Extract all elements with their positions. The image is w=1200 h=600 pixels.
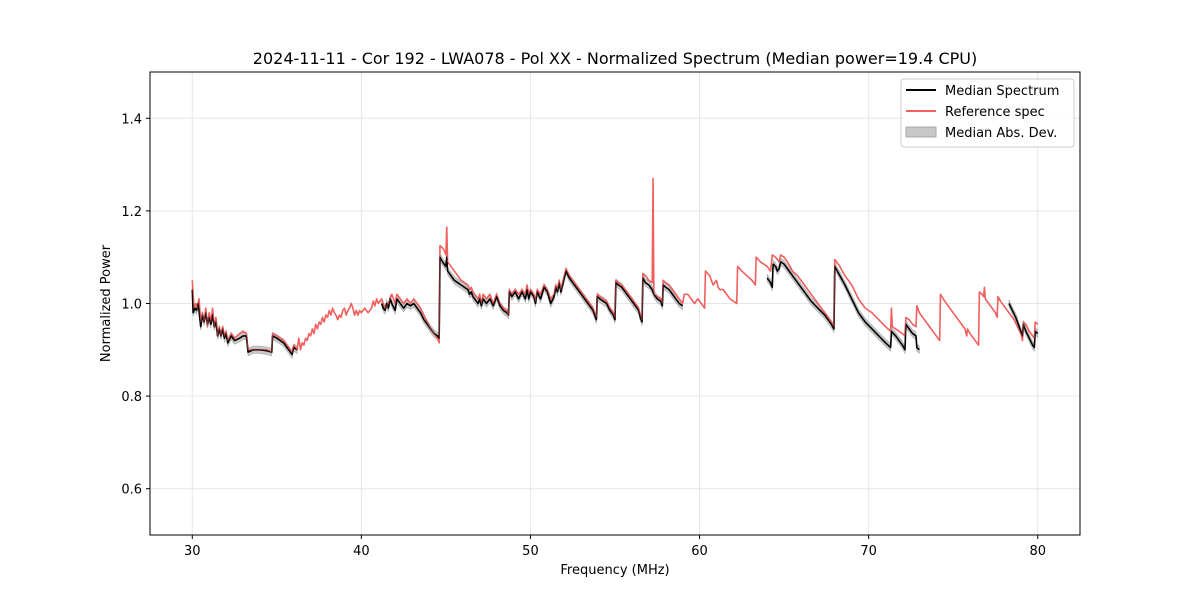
x-tick-label: 70 [860, 544, 877, 559]
median-spectrum-line [766, 261, 920, 351]
legend-mad-swatch [905, 126, 937, 138]
legend: Median Spectrum Reference spec Median Ab… [900, 78, 1075, 148]
x-tick-label: 60 [691, 544, 708, 559]
y-tick-label: 0.8 [121, 390, 142, 405]
chart-title: 2024-11-11 - Cor 192 - LWA078 - Pol XX -… [253, 49, 977, 68]
legend-mad-label: Median Abs. Dev. [945, 126, 1057, 141]
reference-spectrum-overlay [191, 178, 1039, 353]
mad-band-segment [381, 252, 683, 343]
y-axis: 0.6 0.8 1.0 1.2 1.4 [121, 112, 150, 498]
mad-band-segment [766, 257, 920, 355]
y-tick-label: 0.6 [121, 483, 142, 498]
y-tick-label: 1.4 [121, 112, 142, 127]
y-tick-label: 1.0 [121, 298, 142, 313]
x-tick-label: 40 [353, 544, 370, 559]
legend-box [900, 78, 1075, 148]
x-tick-label: 80 [1029, 544, 1046, 559]
median-spectrum-line [1008, 303, 1039, 349]
legend-reference-label: Reference spec [945, 105, 1045, 120]
series-lines [191, 177, 1039, 356]
legend-median-label: Median Spectrum [945, 84, 1059, 99]
x-tick-label: 30 [184, 544, 201, 559]
x-axis-label: Frequency (MHz) [560, 563, 669, 578]
y-axis-label: Normalized Power [99, 244, 114, 362]
reference-spectrum-line [191, 177, 1039, 353]
y-tick-label: 1.2 [121, 205, 142, 220]
x-tick-label: 50 [522, 544, 539, 559]
x-axis: 30 40 50 60 70 80 [184, 535, 1046, 559]
